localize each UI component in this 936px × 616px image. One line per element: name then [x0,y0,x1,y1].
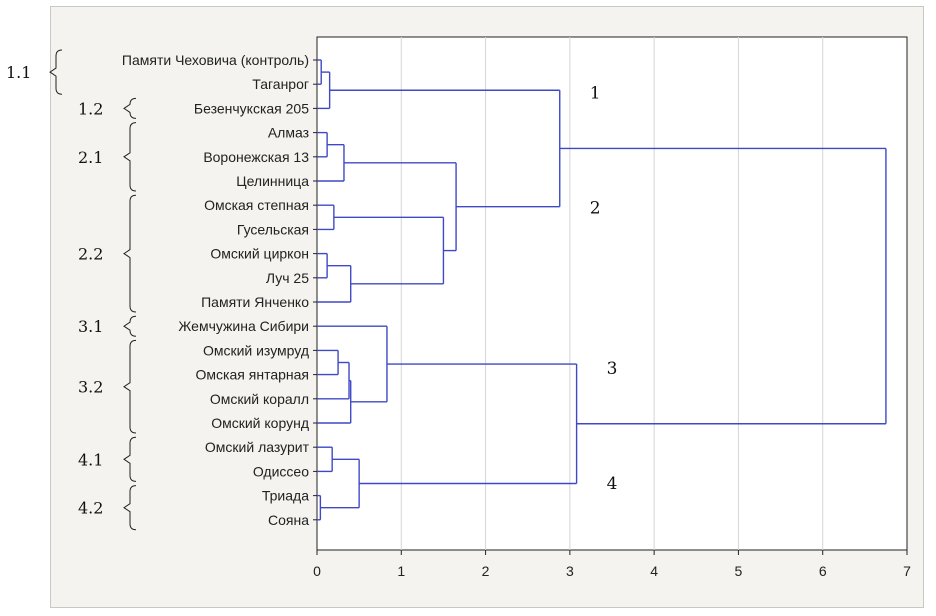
x-tick-label: 5 [735,563,743,579]
group-label: 3.1 [78,317,103,336]
leaf-label: Омский изумруд [203,342,309,358]
group-brace [123,315,137,337]
group-label: 2.2 [78,245,103,264]
x-tick-label: 1 [397,563,405,579]
leaf-label: Жемчужина Сибири [178,318,309,334]
leaf-label: Омская степная [204,197,309,213]
group-label: 3.2 [78,378,103,397]
group-brace [123,339,137,434]
group-brace [123,485,137,531]
group-label: 2.1 [78,148,103,167]
group-label: 1.1 [6,63,31,82]
leaf-label: Гусельская [237,221,309,237]
leaf-label: Омская янтарная [196,367,309,383]
x-tick-label: 6 [819,563,827,579]
leaf-label: Воронежская 13 [203,149,309,165]
leaf-label: Триада [262,488,309,504]
plot-area [316,36,908,551]
group-label: 1.2 [78,99,103,118]
leaf-label: Алмаз [268,125,309,141]
leaf-label: Омский корунд [211,415,309,431]
group-label: 4.2 [78,499,103,518]
x-tick-label: 7 [903,563,911,579]
leaf-label: Таганрог [252,76,309,92]
group-brace [123,436,137,482]
leaf-label: Омский коралл [210,391,309,407]
group-label: 4.1 [78,450,103,469]
cluster-label: 3 [607,359,618,379]
leaf-label: Омский циркон [210,246,309,262]
x-tick-label: 0 [313,563,321,579]
group-brace [123,194,137,313]
leaf-label: Безенчукская 205 [194,100,309,116]
cluster-label: 2 [590,198,601,218]
leaf-label: Луч 25 [266,270,309,286]
leaf-label: Памяти Янченко [201,294,309,310]
leaf-label: Целинница [236,173,309,189]
group-brace [123,97,137,119]
group-brace [49,49,63,95]
x-tick-label: 4 [650,563,658,579]
group-brace [123,122,137,192]
cluster-label: 4 [607,474,618,494]
x-tick-label: 3 [566,563,574,579]
leaf-label: Памяти Чеховича (контроль) [122,52,309,68]
x-tick-label: 2 [482,563,490,579]
cluster-label: 1 [590,83,601,103]
leaf-label: Омский лазурит [205,439,310,455]
leaf-label: Одиссео [253,463,309,479]
leaf-label: Сояна [268,512,309,528]
